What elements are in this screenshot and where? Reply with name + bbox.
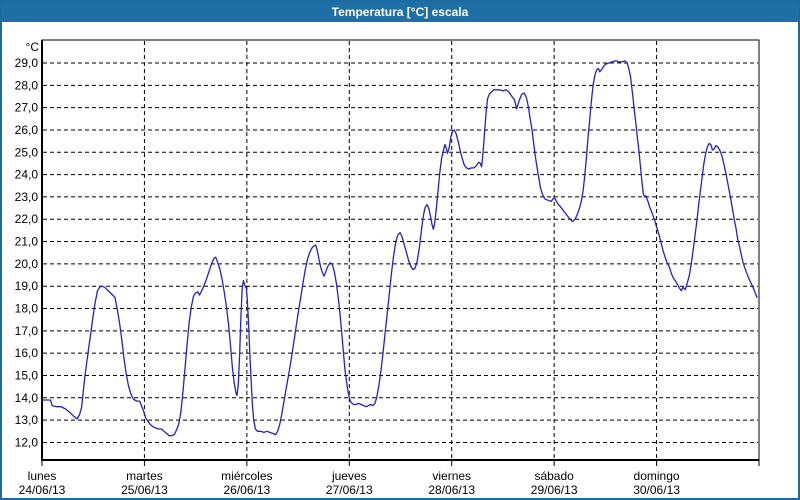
y-tick-label: 14,0 (15, 391, 39, 405)
y-tick-label: 18,0 (15, 302, 39, 316)
x-day-name: sábado (534, 469, 574, 483)
plot-frame (41, 39, 760, 461)
chart-svg: 29,0 28,0 27,0 26,0 25,0 24,0 23,0 22,0 21,0 20,0… (15, 39, 760, 497)
y-tick-label: 23,0 (15, 190, 39, 204)
x-day-name: miércoles (221, 469, 272, 483)
temperature-series-line (41, 60, 758, 437)
y-tick-label: 24,0 (15, 168, 39, 182)
y-tick-label: 22,0 (15, 212, 39, 226)
x-day-name: martes (126, 469, 163, 483)
x-day-date: 28/06/13 (428, 483, 475, 497)
chart-area: 29,0 28,0 27,0 26,0 25,0 24,0 23,0 22,0 21,0 20,0… (2, 22, 798, 498)
y-tick-label: 20,0 (15, 257, 39, 271)
y-tick-label: 21,0 (15, 235, 39, 249)
y-tick-label: 15,0 (15, 368, 39, 382)
y-tick-label: 17,0 (15, 324, 39, 338)
y-tick-label: 27,0 (15, 101, 39, 115)
window-titlebar: Temperatura [°C] escala (2, 2, 798, 22)
y-tick-label: 29,0 (15, 56, 39, 70)
x-day-date: 25/06/13 (121, 483, 168, 497)
x-day-name: domingo (634, 469, 680, 483)
y-tick-label: 19,0 (15, 279, 39, 293)
x-day-name: lunes (28, 469, 57, 483)
y-tick-label: 26,0 (15, 123, 39, 137)
x-day-date: 29/06/13 (531, 483, 578, 497)
y-tick-label: 28,0 (15, 78, 39, 92)
x-day-date: 26/06/13 (223, 483, 270, 497)
x-day-date: 27/06/13 (326, 483, 373, 497)
x-day-date: 24/06/13 (19, 483, 66, 497)
y-tick-label: 25,0 (15, 145, 39, 159)
x-day-date: 30/06/13 (633, 483, 680, 497)
y-tick-label: 13,0 (15, 413, 39, 427)
y-tick-label: 16,0 (15, 346, 39, 360)
x-day-name: jueves (331, 469, 367, 483)
x-day-name: viernes (432, 469, 471, 483)
y-unit-label: °C (26, 40, 40, 54)
y-tick-label: 12,0 (15, 435, 39, 449)
window-title: Temperatura [°C] escala (331, 5, 469, 19)
